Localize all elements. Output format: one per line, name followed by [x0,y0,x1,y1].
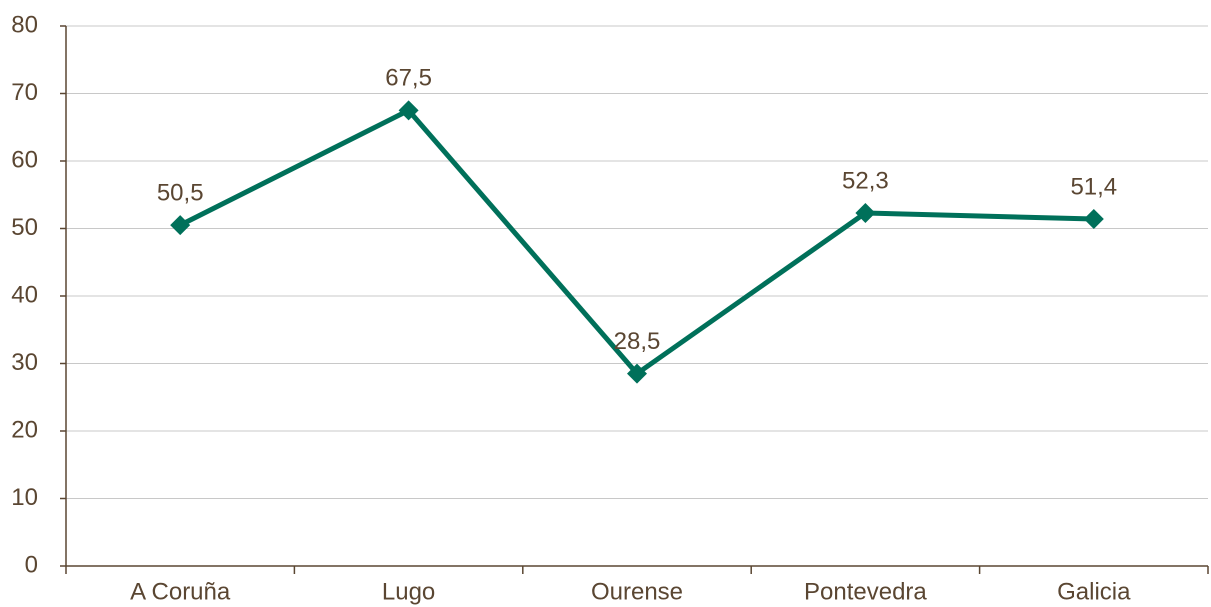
x-tick-label: A Coruña [130,578,231,605]
data-label: 67,5 [385,65,432,92]
data-label: 50,5 [157,179,204,206]
y-tick-label: 20 [11,416,38,443]
marker [627,363,647,384]
y-tick-label: 80 [11,11,38,38]
y-tick-label: 50 [11,214,38,241]
x-tick-label: Galicia [1057,578,1131,605]
marker [855,202,876,223]
y-tick-label: 40 [11,281,38,308]
marker [398,100,419,121]
y-tick-label: 0 [25,551,38,578]
data-label: 28,5 [614,328,661,355]
x-tick-label: Pontevedra [804,578,927,605]
x-tick-label: Lugo [382,578,435,605]
marker [170,215,191,236]
x-tick-label: Ourense [591,578,683,605]
y-tick-label: 70 [11,79,38,106]
y-tick-label: 10 [11,484,38,511]
y-tick-label: 60 [11,146,38,173]
data-label: 51,4 [1070,173,1117,200]
y-tick-label: 30 [11,349,38,376]
data-label: 52,3 [842,167,889,194]
marker [1083,209,1104,230]
